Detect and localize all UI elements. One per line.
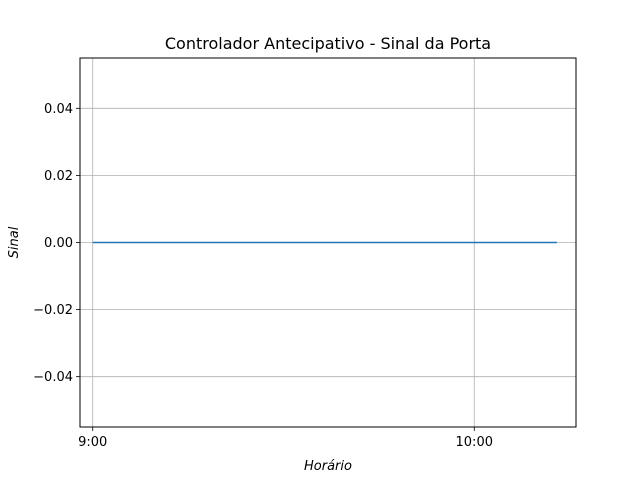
x-tick-label: 9:00 (78, 435, 107, 450)
chart-title: Controlador Antecipativo - Sinal da Port… (165, 34, 491, 53)
y-tick-label: −0.04 (33, 370, 73, 385)
y-tick-label: −0.02 (33, 303, 73, 318)
ticks-layer: 9:00 10:00 0.04 0.02 0.00 −0.02 −0.04 (33, 102, 493, 450)
y-tick-label: 0.04 (44, 102, 73, 117)
x-tick-label: 10:00 (456, 435, 493, 450)
y-axis-label: Sinal (7, 226, 22, 258)
y-tick-label: 0.00 (44, 236, 73, 251)
x-axis-label: Horário (304, 459, 352, 474)
y-tick-label: 0.02 (44, 169, 73, 184)
